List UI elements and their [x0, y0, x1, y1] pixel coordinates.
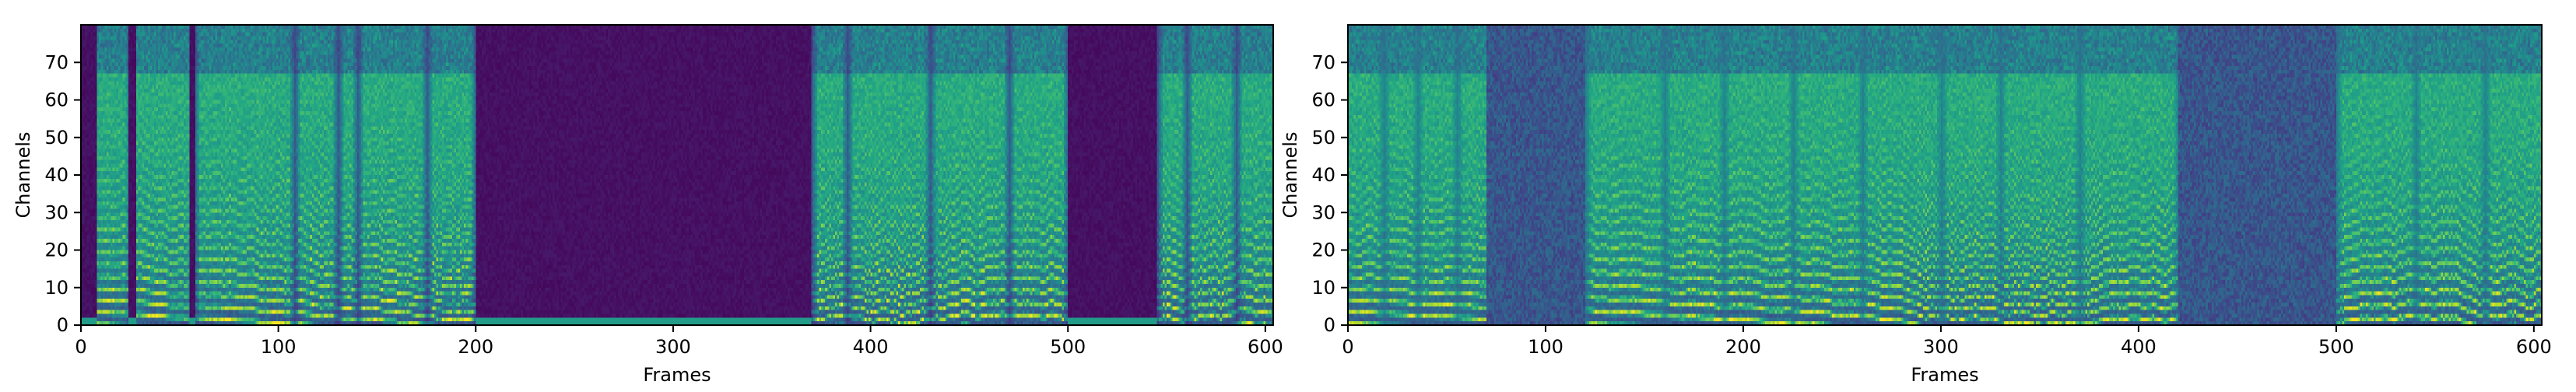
heatmap-image: [1348, 25, 2542, 325]
x-axis-label: Frames: [643, 364, 711, 386]
y-tick-label: 20: [1311, 240, 1335, 261]
y-axis-label: Channels: [12, 131, 34, 218]
x-tick-label: 300: [1923, 336, 1959, 358]
y-tick-label: 0: [1324, 314, 1335, 336]
y-tick-label: 30: [44, 201, 68, 223]
y-tick-label: 40: [44, 164, 68, 186]
heatmap-image: [81, 25, 1273, 325]
x-tick-label: 500: [2318, 336, 2354, 358]
x-tick-label: 600: [2516, 336, 2552, 358]
x-axis-label: Frames: [1911, 364, 1978, 386]
y-tick-label: 60: [1311, 89, 1335, 111]
x-tick-label: 300: [655, 336, 691, 358]
x-tick-label: 200: [458, 336, 493, 358]
y-tick-label: 50: [44, 127, 68, 149]
spectrogram-panel-right: 0 100 200 300 400 500 600 0 10 20 30 40 50 60 70 Frames…: [1279, 24, 2552, 386]
y-tick-label: 10: [44, 277, 68, 299]
y-tick-label: 70: [44, 51, 68, 73]
y-tick-label: 0: [57, 314, 68, 336]
x-tick-label: 200: [1725, 336, 1761, 358]
y-tick-label: 70: [1311, 51, 1335, 73]
x-tick-label: 400: [2121, 336, 2157, 358]
x-tick-label: 400: [853, 336, 889, 358]
x-tick-label: 600: [1248, 336, 1283, 358]
x-tick-label: 100: [261, 336, 297, 358]
x-tick-label: 0: [1342, 336, 1353, 358]
x-tick-label: 0: [75, 336, 86, 358]
y-tick-label: 30: [1311, 201, 1335, 223]
y-axis-label: Channels: [1279, 131, 1301, 218]
y-tick-label: 50: [1311, 127, 1335, 149]
y-tick-label: 20: [44, 240, 68, 261]
y-tick-label: 40: [1311, 164, 1335, 186]
x-tick-label: 100: [1528, 336, 1563, 358]
spectrogram-panel-left: 0 100 200 300 400 500 600 0 10 20 30 40 50 60 70 Frames…: [12, 24, 1283, 386]
x-tick-label: 500: [1050, 336, 1086, 358]
y-tick-label: 10: [1311, 277, 1335, 299]
y-tick-label: 60: [44, 89, 68, 111]
